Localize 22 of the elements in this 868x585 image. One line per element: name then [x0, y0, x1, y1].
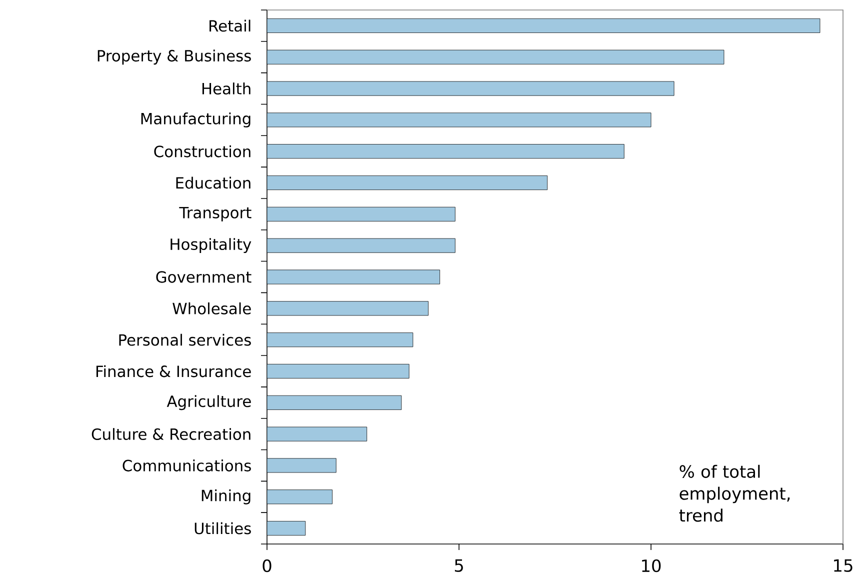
y-tick-label: Communications	[122, 459, 251, 472]
y-tick-label: Health	[202, 82, 250, 94]
x-tick-label: 15	[834, 559, 852, 572]
y-tick-label: Education	[176, 176, 250, 189]
x-tick-label: 5	[454, 559, 463, 572]
y-tick-label: Manufacturing	[141, 112, 250, 128]
x-tick-label: 0	[262, 559, 272, 572]
y-tick-label: Culture & Recreation	[92, 428, 250, 440]
y-tick-label: Construction	[154, 145, 250, 158]
y-tick-label: Finance & Insurance	[96, 365, 251, 378]
y-tick-label: Wholesale	[172, 302, 251, 314]
annotation: % of total employment, trend	[679, 464, 790, 522]
x-tick-label: 10	[642, 559, 661, 572]
y-tick-label: Agriculture	[166, 395, 251, 410]
y-tick-label: Retail	[210, 20, 250, 32]
y-tick-label: Personal services	[119, 334, 251, 346]
y-tick-label: Hospitality	[170, 238, 252, 254]
y-tick-label: Property & Business	[98, 50, 251, 65]
y-tick-label: Transport	[179, 206, 252, 222]
y-tick-label: Mining	[202, 489, 250, 504]
y-tick-label: Government	[156, 271, 252, 283]
y-tick-label: Utilities	[194, 522, 251, 534]
